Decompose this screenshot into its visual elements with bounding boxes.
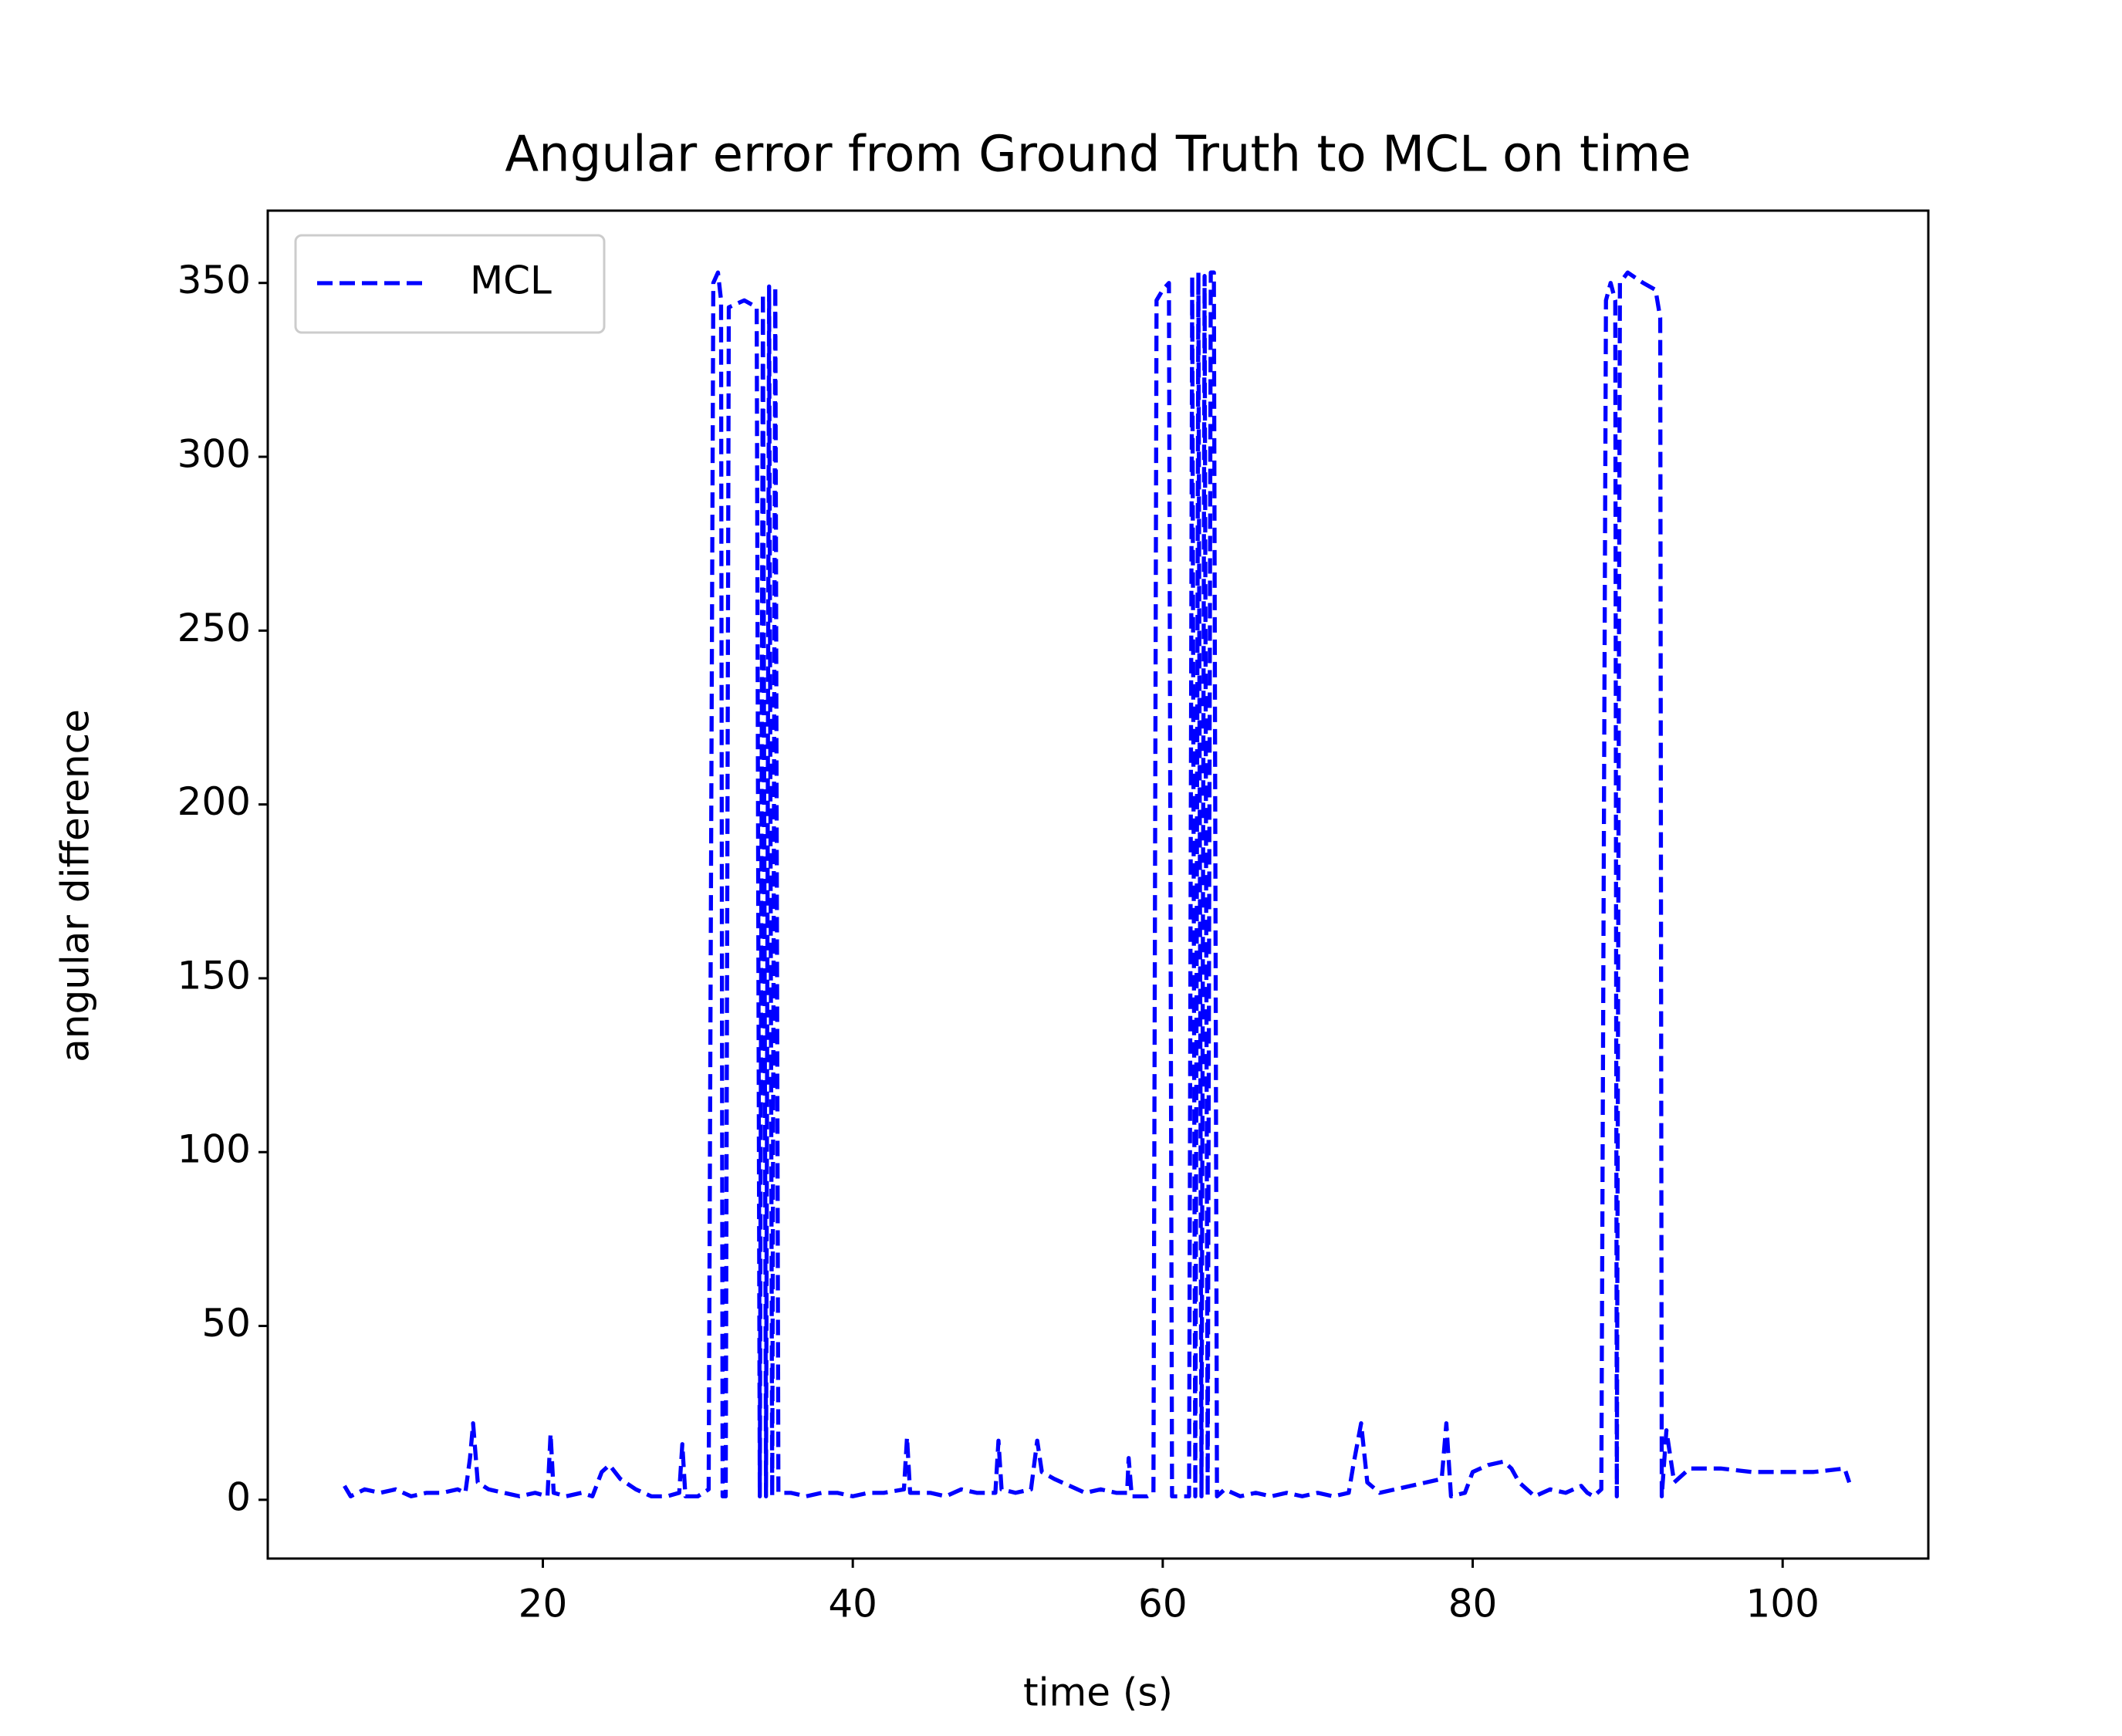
x-tick-label: 60 bbox=[1138, 1582, 1188, 1626]
y-tick-label: 50 bbox=[201, 1301, 251, 1346]
x-tick-label: 80 bbox=[1448, 1582, 1498, 1626]
plot-frame bbox=[266, 209, 1930, 1560]
y-axis-label: angular difference bbox=[53, 709, 98, 1062]
y-tick-label: 300 bbox=[177, 432, 251, 477]
y-tick-label: 200 bbox=[177, 779, 251, 824]
x-tick-label: 40 bbox=[828, 1582, 877, 1626]
legend-box bbox=[294, 234, 606, 334]
x-tick-label: 100 bbox=[1745, 1582, 1819, 1626]
y-tick-label: 0 bbox=[226, 1474, 251, 1519]
y-tick-label: 350 bbox=[177, 258, 251, 302]
legend-label: MCL bbox=[470, 258, 552, 303]
chart-title: Angular error from Ground Truth to MCL o… bbox=[505, 127, 1691, 184]
x-axis-label: time (s) bbox=[1023, 1670, 1173, 1715]
y-tick-label: 150 bbox=[177, 953, 251, 998]
data-line bbox=[343, 270, 1852, 1498]
y-tick-label: 100 bbox=[177, 1127, 251, 1172]
x-tick-label: 20 bbox=[519, 1582, 568, 1626]
y-tick-label: 250 bbox=[177, 606, 251, 650]
